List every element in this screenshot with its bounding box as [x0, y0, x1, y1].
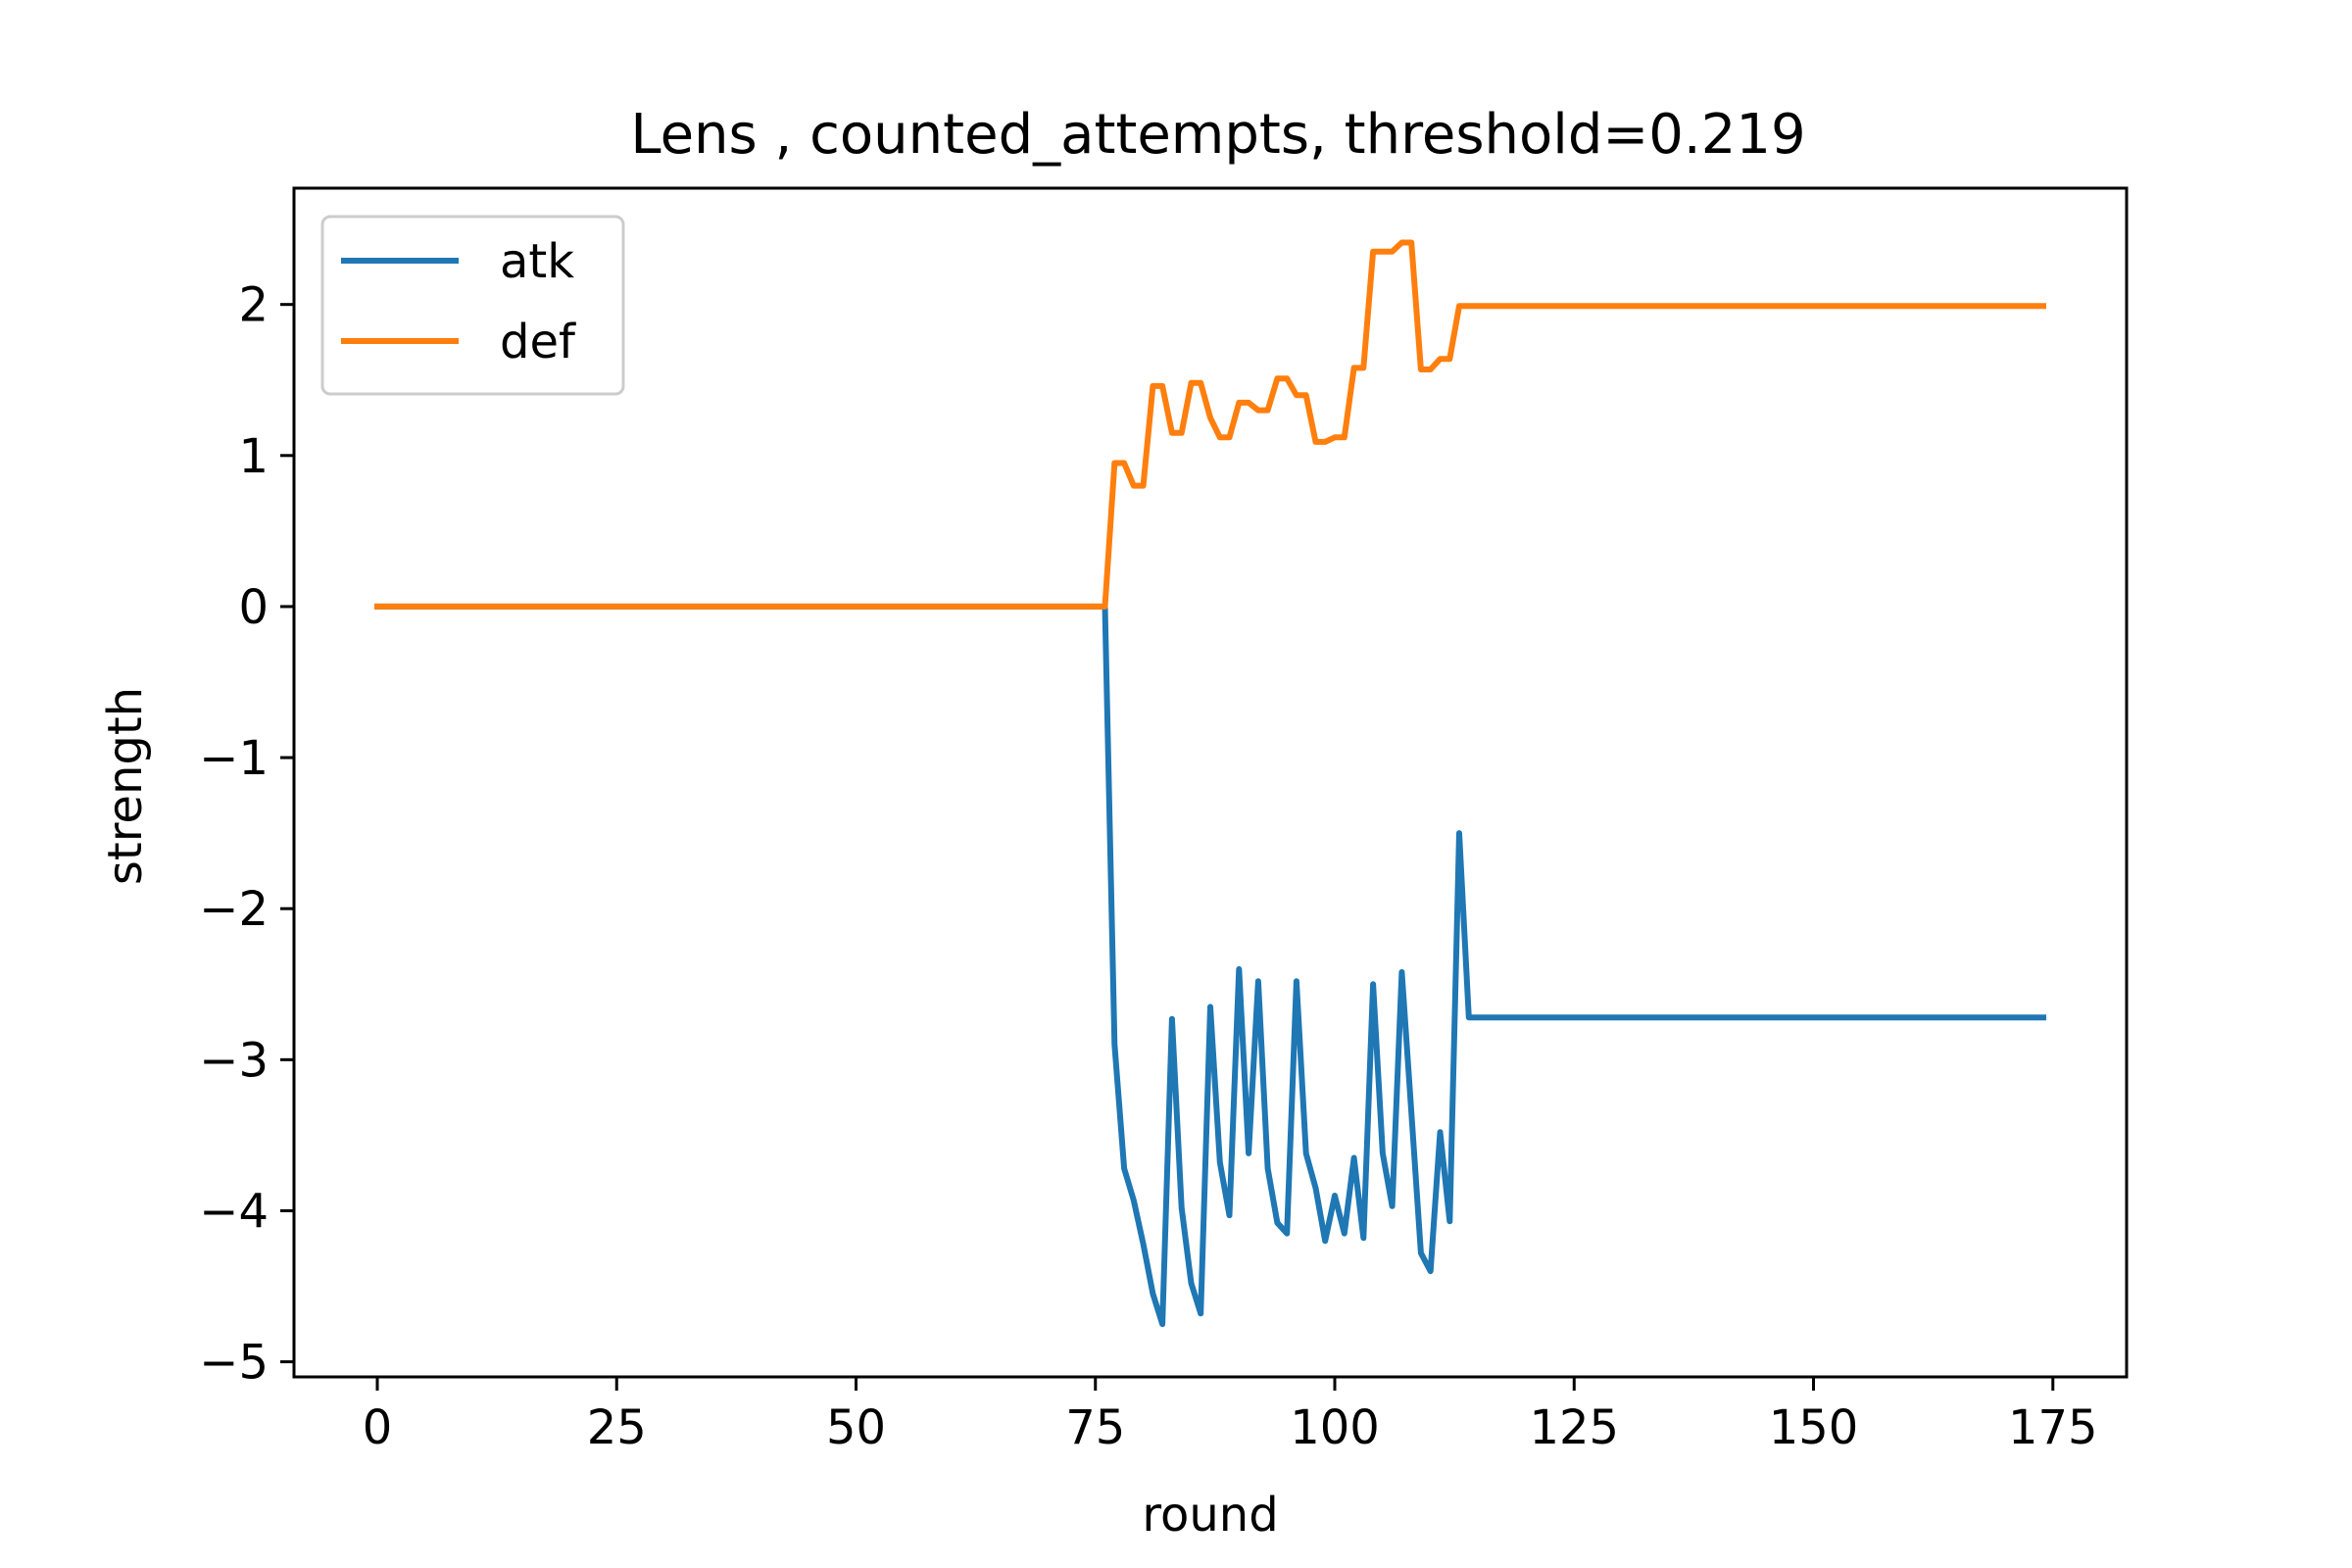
y-tick-label: 0 [238, 580, 269, 635]
y-tick-label: 2 [238, 278, 269, 333]
y-tick-label: −3 [199, 1033, 269, 1088]
y-tick-label: −5 [199, 1336, 269, 1391]
y-axis-label: strength [98, 687, 153, 885]
series-line-atk [374, 603, 2046, 1328]
legend-label-atk: atk [500, 234, 574, 289]
series-line-def [374, 239, 2046, 610]
x-tick-label: 75 [1065, 1400, 1125, 1455]
x-tick-label: 175 [2008, 1400, 2098, 1455]
x-tick-label: 0 [363, 1400, 393, 1455]
x-tick-label: 100 [1290, 1400, 1380, 1455]
y-tick-label: −2 [199, 882, 269, 937]
legend: atk def [320, 215, 625, 396]
x-tick-label: 125 [1529, 1400, 1619, 1455]
plot-frame [292, 186, 2129, 1379]
y-tick-label: 1 [238, 429, 269, 484]
x-tick-label: 50 [826, 1400, 886, 1455]
x-axis-ticks: 0 25 50 75 100 125 150 175 [363, 1377, 2098, 1455]
y-axis-ticks: 2 1 0 −1 −2 −3 −4 −5 [199, 278, 294, 1391]
legend-box [320, 215, 625, 396]
chart-title: Lens , counted_attempts, threshold=0.219 [630, 103, 1805, 167]
legend-label-def: def [500, 315, 576, 369]
x-tick-label: 150 [1769, 1400, 1859, 1455]
plot-lines [374, 239, 2046, 1328]
x-tick-label: 25 [587, 1400, 647, 1455]
y-tick-label: −4 [199, 1184, 269, 1239]
x-axis-label: round [1142, 1488, 1278, 1543]
y-tick-label: −1 [199, 731, 269, 786]
